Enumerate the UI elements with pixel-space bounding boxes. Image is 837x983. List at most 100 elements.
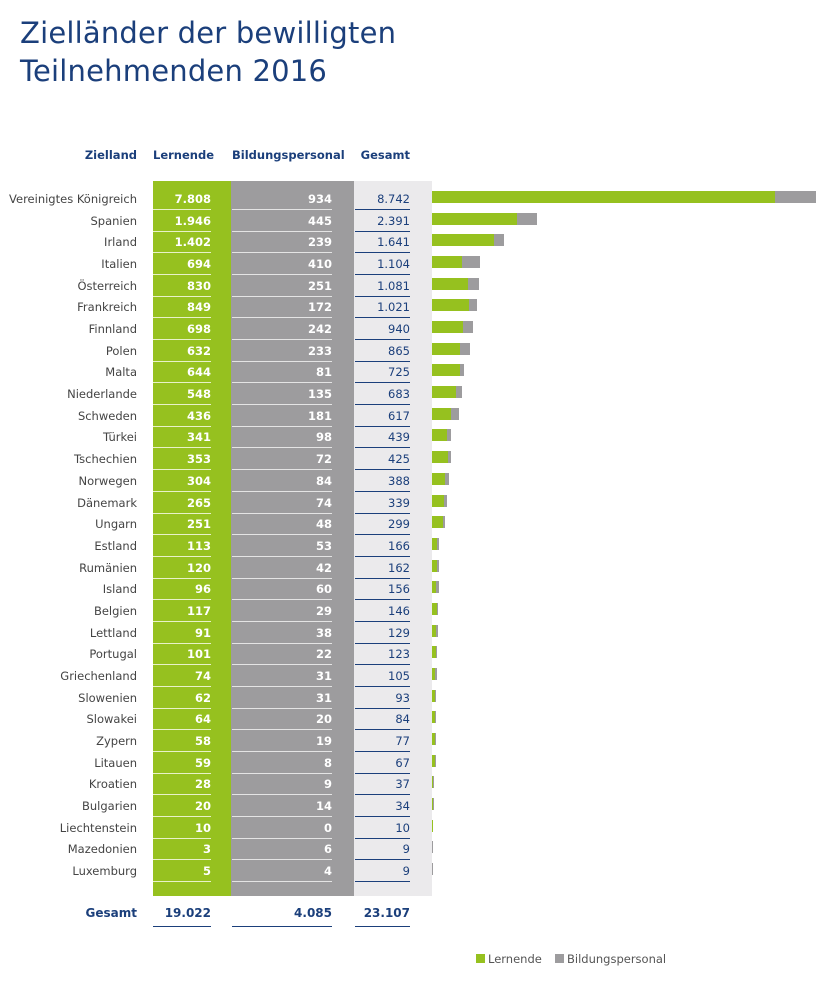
row-divider — [153, 729, 211, 730]
total-underline — [232, 926, 332, 927]
row-divider — [153, 404, 211, 405]
row-label: Spanien — [90, 213, 138, 228]
bar-bildungspersonal — [468, 278, 480, 290]
value-gesamt: 725 — [388, 365, 410, 380]
row-divider — [355, 556, 410, 557]
row-divider — [232, 469, 332, 470]
value-lernende: 28 — [194, 777, 211, 792]
row-divider — [153, 708, 211, 709]
value-gesamt: 865 — [388, 343, 410, 358]
total-lernende: 19.022 — [164, 906, 211, 920]
row-divider — [232, 621, 332, 622]
row-divider — [355, 751, 410, 752]
value-bildungspersonal: 31 — [315, 668, 332, 683]
row-divider — [153, 296, 211, 297]
row-divider — [232, 881, 332, 882]
row-divider — [232, 317, 332, 318]
row-divider — [153, 491, 211, 492]
row-divider — [355, 296, 410, 297]
row-divider — [355, 859, 410, 860]
value-gesamt: 940 — [388, 322, 410, 337]
bar-lernende — [432, 299, 470, 311]
bar-bildungspersonal — [443, 495, 447, 507]
row-label: Ungarn — [95, 517, 137, 532]
row-label: Slowenien — [78, 690, 137, 705]
value-bildungspersonal: 251 — [307, 278, 332, 293]
value-gesamt: 10 — [395, 820, 410, 835]
row-divider — [355, 621, 410, 622]
row-divider — [153, 816, 211, 817]
bar-bildungspersonal — [434, 690, 437, 702]
row-divider — [355, 881, 410, 882]
bar-bildungspersonal — [774, 191, 816, 203]
row-divider — [232, 252, 332, 253]
row-divider — [232, 426, 332, 427]
bar-bildungspersonal — [432, 798, 434, 810]
value-lernende: 120 — [186, 560, 211, 575]
value-gesamt: 8.742 — [377, 192, 410, 206]
value-bildungspersonal: 31 — [315, 690, 332, 705]
row-divider — [232, 686, 332, 687]
row-divider — [232, 231, 332, 232]
row-divider — [232, 838, 332, 839]
row-divider — [232, 556, 332, 557]
row-label: Kroatien — [88, 777, 137, 792]
value-bildungspersonal: 239 — [307, 235, 332, 250]
row-label: Litauen — [94, 755, 137, 770]
bar-bildungspersonal — [517, 213, 538, 225]
value-bildungspersonal: 445 — [307, 213, 332, 228]
row-label: Rumänien — [79, 560, 137, 575]
legend-swatch-bildungspersonal — [555, 954, 564, 963]
bar-bildungspersonal — [435, 625, 438, 637]
row-divider — [355, 513, 410, 514]
row-divider — [153, 274, 211, 275]
value-bildungspersonal: 84 — [315, 473, 332, 488]
row-divider — [153, 447, 211, 448]
row-label: Finnland — [88, 322, 137, 337]
bar-lernende — [432, 733, 435, 745]
row-divider — [355, 578, 410, 579]
row-label: Belgien — [93, 603, 137, 618]
value-gesamt: 1.081 — [377, 278, 410, 293]
row-divider — [355, 252, 410, 253]
row-divider — [153, 599, 211, 600]
bar-lernende — [432, 625, 436, 637]
row-divider — [153, 252, 211, 253]
row-divider — [355, 491, 410, 492]
value-lernende: 101 — [186, 647, 211, 662]
row-divider — [232, 491, 332, 492]
value-gesamt: 9 — [402, 864, 410, 879]
bar-lernende — [432, 408, 452, 420]
bar-bildungspersonal — [437, 560, 440, 572]
value-lernende: 59 — [194, 755, 211, 770]
bar-bildungspersonal — [434, 733, 436, 745]
row-divider — [355, 643, 410, 644]
row-divider — [232, 274, 332, 275]
bar-bildungspersonal — [459, 343, 470, 355]
value-bildungspersonal: 74 — [315, 495, 332, 510]
bar-lernende — [432, 776, 434, 788]
value-gesamt: 84 — [395, 712, 410, 727]
bar-bildungspersonal — [437, 603, 439, 615]
value-bildungspersonal: 0 — [323, 820, 332, 835]
row-divider — [355, 816, 410, 817]
row-divider — [232, 209, 332, 210]
bar-bildungspersonal — [435, 668, 437, 680]
value-gesamt: 93 — [395, 690, 410, 705]
value-lernende: 74 — [194, 668, 211, 683]
value-lernende: 644 — [186, 365, 211, 380]
value-lernende: 251 — [186, 517, 211, 532]
page-title: Zielländer der bewilligten Teilnehmenden… — [20, 14, 396, 90]
row-label: Türkei — [103, 430, 137, 445]
row-divider — [355, 708, 410, 709]
row-divider — [355, 686, 410, 687]
value-gesamt: 1.104 — [377, 257, 410, 272]
value-lernende: 7.808 — [174, 192, 211, 206]
value-bildungspersonal: 6 — [323, 842, 332, 857]
legend-lernende: Lernende — [488, 952, 542, 966]
row-label: Tschechien — [74, 452, 137, 467]
row-label: Niederlande — [67, 387, 137, 402]
value-lernende: 20 — [194, 799, 211, 814]
row-divider — [355, 469, 410, 470]
row-divider — [355, 339, 410, 340]
